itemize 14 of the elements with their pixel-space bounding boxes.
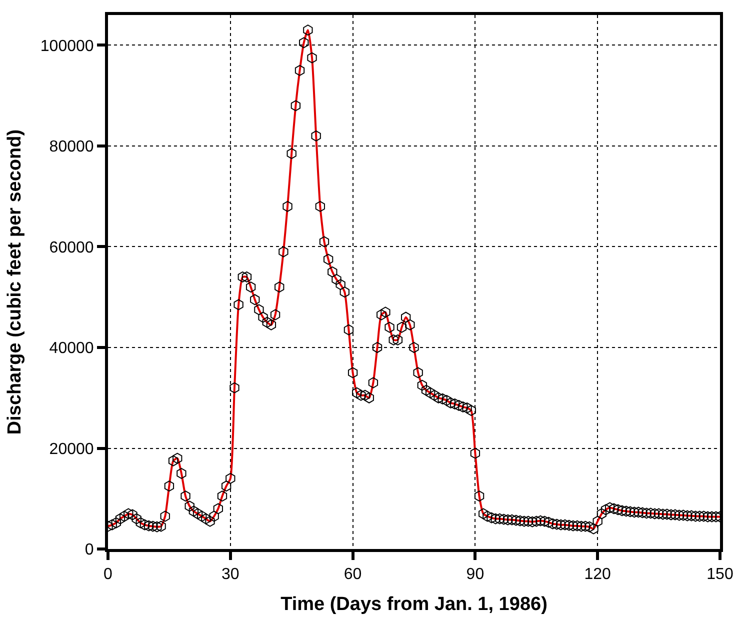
x-tick-label: 90 [466,566,484,584]
y-tick-label: 0 [84,542,94,559]
y-tick-label: 100000 [40,38,94,55]
y-tick-label: 80000 [49,138,94,156]
y-tick-label: 20000 [49,440,94,458]
y-tick-label: 40000 [49,340,94,358]
y-tick-label: 60000 [49,239,94,256]
x-tick-label: 30 [222,566,240,584]
x-tick-label: 60 [344,566,362,584]
x-tick-label: 0 [104,566,113,584]
y-axis-title: Discharge (cubic feet per second) [4,129,26,435]
x-tick-label: 120 [584,566,612,584]
x-axis-title: Time (Days from Jan. 1, 1986) [280,594,548,615]
x-tick-label: 150 [706,566,734,584]
